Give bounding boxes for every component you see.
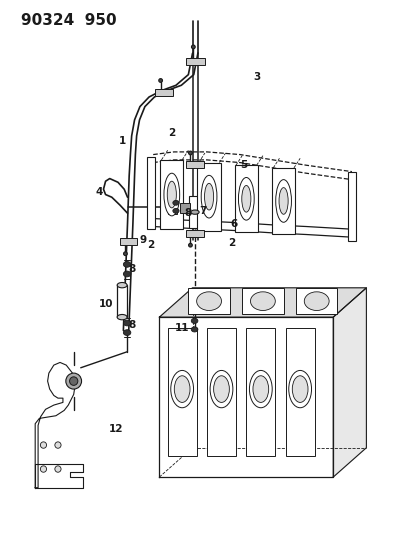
Polygon shape: [332, 288, 366, 477]
Text: 3: 3: [252, 72, 260, 82]
Text: 2: 2: [168, 128, 175, 138]
Ellipse shape: [55, 466, 61, 472]
Ellipse shape: [250, 292, 275, 310]
Ellipse shape: [69, 377, 78, 385]
Ellipse shape: [196, 292, 221, 310]
Ellipse shape: [123, 271, 131, 277]
Bar: [295, 288, 337, 314]
Ellipse shape: [304, 292, 328, 310]
Bar: [186, 230, 203, 237]
Bar: [120, 238, 137, 245]
Bar: [188, 288, 229, 314]
Ellipse shape: [249, 370, 272, 408]
Ellipse shape: [117, 314, 127, 320]
Ellipse shape: [173, 208, 178, 213]
Polygon shape: [35, 362, 75, 488]
Ellipse shape: [40, 442, 46, 448]
Ellipse shape: [40, 466, 46, 472]
Bar: [188, 196, 201, 228]
Ellipse shape: [210, 370, 232, 408]
Text: 8: 8: [184, 208, 192, 218]
Text: 1: 1: [118, 136, 126, 146]
Polygon shape: [35, 464, 83, 488]
Bar: [186, 161, 203, 168]
Ellipse shape: [188, 151, 192, 155]
Text: 7: 7: [199, 206, 206, 215]
Bar: [160, 160, 183, 229]
Ellipse shape: [252, 376, 268, 402]
Ellipse shape: [191, 327, 197, 332]
Text: 2: 2: [147, 240, 154, 250]
Bar: [117, 285, 127, 317]
Text: 4: 4: [95, 187, 103, 197]
Ellipse shape: [167, 181, 176, 208]
Ellipse shape: [238, 177, 254, 220]
Ellipse shape: [123, 262, 131, 267]
Text: 8: 8: [128, 264, 136, 274]
Ellipse shape: [213, 376, 229, 402]
Bar: [167, 328, 196, 456]
Ellipse shape: [278, 188, 287, 214]
Bar: [186, 58, 204, 65]
Ellipse shape: [174, 376, 190, 402]
Ellipse shape: [275, 180, 291, 222]
Bar: [197, 163, 220, 231]
Text: 9: 9: [139, 235, 146, 245]
Ellipse shape: [123, 320, 131, 326]
Bar: [347, 172, 355, 241]
Bar: [206, 328, 235, 456]
Ellipse shape: [159, 78, 162, 82]
Text: 5: 5: [240, 160, 247, 170]
Text: 12: 12: [108, 424, 123, 434]
Ellipse shape: [173, 200, 178, 205]
Ellipse shape: [55, 442, 61, 448]
Polygon shape: [159, 317, 332, 477]
Bar: [234, 165, 257, 232]
Bar: [180, 203, 190, 213]
Bar: [285, 328, 314, 456]
Bar: [242, 288, 283, 314]
Bar: [147, 157, 155, 229]
Ellipse shape: [292, 376, 307, 402]
Ellipse shape: [191, 318, 197, 324]
Ellipse shape: [191, 45, 195, 49]
Ellipse shape: [164, 173, 179, 216]
Bar: [155, 89, 172, 96]
Ellipse shape: [288, 370, 311, 408]
Ellipse shape: [170, 370, 193, 408]
Text: 90324  950: 90324 950: [21, 13, 116, 28]
Ellipse shape: [188, 243, 192, 247]
Ellipse shape: [241, 185, 250, 212]
Text: 6: 6: [230, 219, 237, 229]
Ellipse shape: [123, 330, 131, 335]
Ellipse shape: [201, 175, 216, 218]
Ellipse shape: [190, 210, 199, 214]
Bar: [271, 168, 294, 234]
Ellipse shape: [123, 252, 127, 255]
Polygon shape: [159, 288, 366, 317]
Bar: [246, 328, 275, 456]
Text: 10: 10: [98, 299, 113, 309]
Text: 8: 8: [128, 320, 136, 330]
Ellipse shape: [204, 183, 213, 210]
Ellipse shape: [66, 373, 81, 389]
Text: 11: 11: [174, 323, 189, 333]
Text: 2: 2: [228, 238, 235, 247]
Ellipse shape: [117, 282, 127, 288]
Bar: [167, 201, 176, 214]
